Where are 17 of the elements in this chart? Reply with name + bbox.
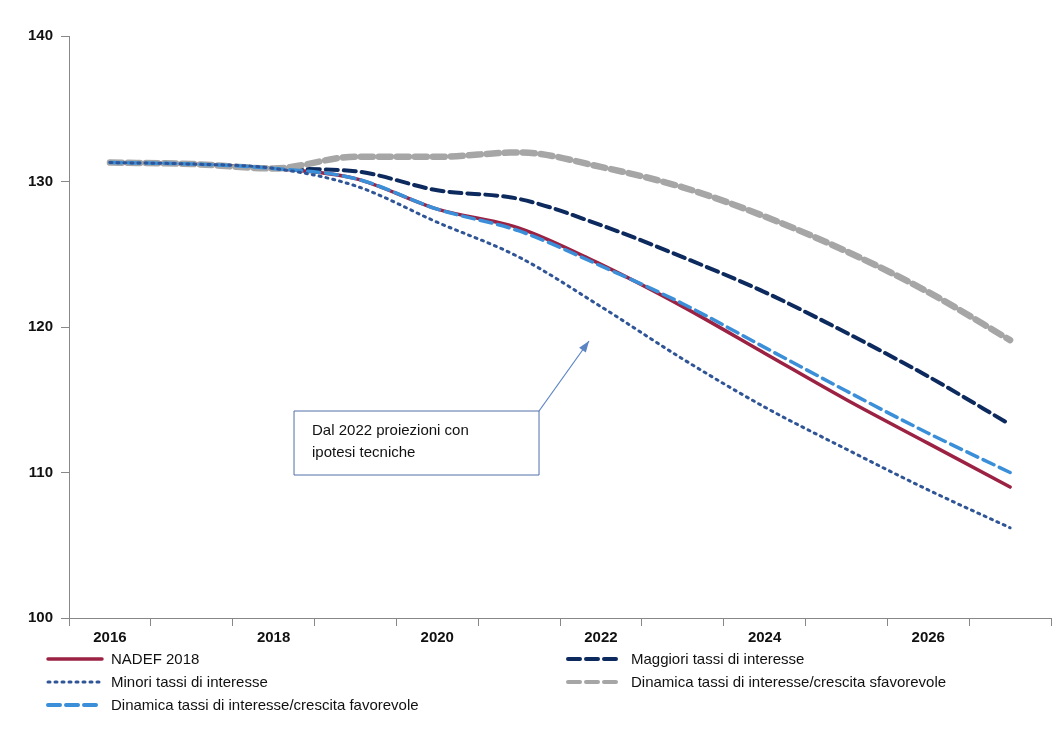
legend-label: NADEF 2018 <box>111 650 200 667</box>
y-tick-label: 120 <box>28 317 54 335</box>
legend-label: Maggiori tassi di interesse <box>631 650 805 667</box>
y-tick-label: 110 <box>28 462 54 480</box>
legend-label: Minori tassi di interesse <box>111 673 268 690</box>
x-tick-label: 2018 <box>256 628 291 646</box>
annotation: Dal 2022 proiezioni con ipotesi tecniche <box>312 420 469 460</box>
x-tick-label: 2016 <box>93 628 127 646</box>
y-tick-label: 130 <box>28 171 54 189</box>
legend-label: Dinamica tassi di interesse/crescita sfavorevole <box>631 673 947 690</box>
x-tick-label: 2020 <box>420 628 454 646</box>
x-tick-label: 2022 <box>584 628 618 646</box>
x-tick-label: 2026 <box>911 628 945 646</box>
x-tick-label: 2024 <box>747 628 782 646</box>
legend-label: Dinamica tassi di interesse/crescita favorevole <box>111 696 419 713</box>
y-tick-label: 100 <box>28 608 54 626</box>
y-tick-label: 140 <box>28 26 54 44</box>
